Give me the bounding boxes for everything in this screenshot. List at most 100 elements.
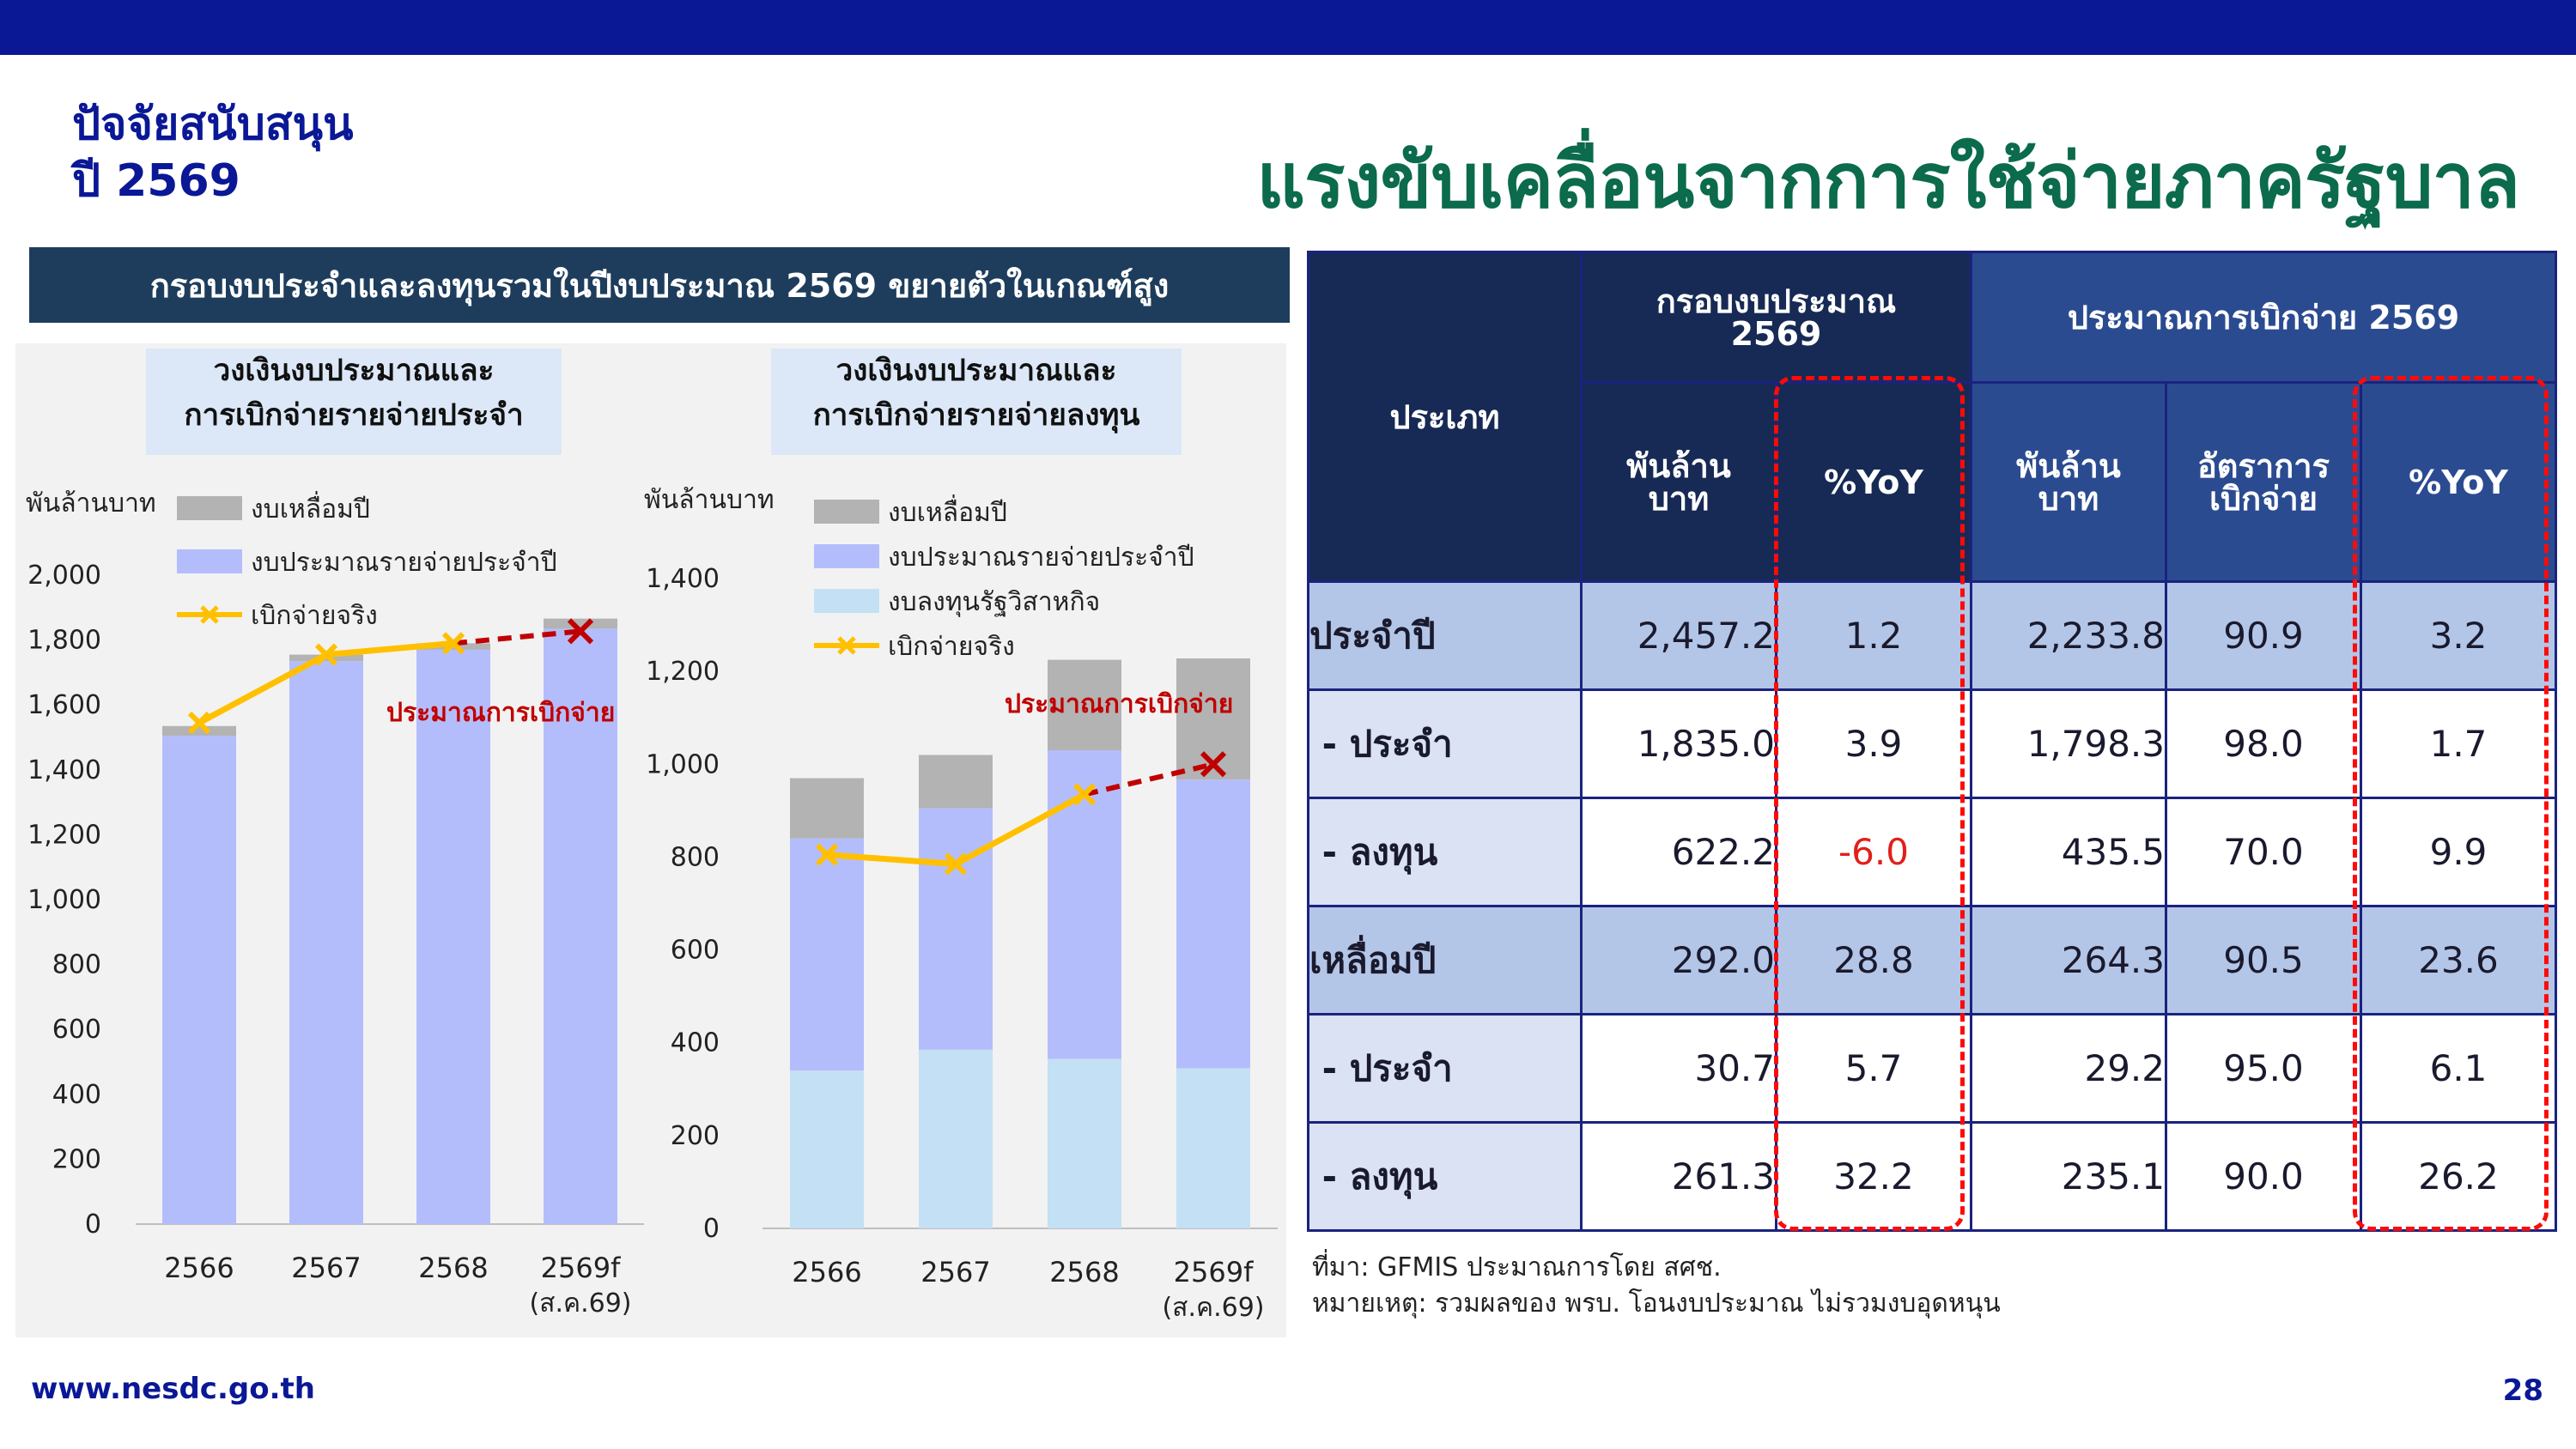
bar-current-budget [1176,779,1250,1069]
page-number: 28 [2502,1373,2543,1408]
x-tick-sublabel: (ส.ค.69) [1162,1293,1264,1323]
source-note: ที่มา: GFMIS ประมาณการโดย สศช. [1312,1252,1722,1282]
estimated-disbursement-marker [567,618,594,645]
header-disburse-yoy: %YoY [2360,381,2557,583]
headline-banner: กรอบงบประจำและลงทุนรวมในปีงบประมาณ 2569 … [29,247,1290,323]
actual-disbursement-marker [815,843,839,866]
budget-value: 2,457.2 [1580,580,1777,691]
y-tick-label: 1,000 [646,749,720,779]
legend-swatch [814,589,879,613]
y-tick-label: 600 [52,1015,101,1045]
disburse-yoy-value: 3.2 [2360,580,2557,691]
bar-current-budget [790,838,864,1071]
y-tick-label: 1,200 [646,657,720,687]
disburse-yoy-value: 6.1 [2360,1013,2557,1124]
bar-leftover [544,618,617,629]
disburse-yoy-value: 26.2 [2360,1121,2557,1232]
disburse-value: 1,798.3 [1970,688,2167,799]
row-label: - ลงทุน [1307,1121,1583,1232]
y-tick-label: 200 [671,1121,720,1151]
row-label: - ลงทุน [1307,797,1583,907]
budget-value: 261.3 [1580,1121,1777,1232]
disburse-value: 264.3 [1970,905,2167,1016]
disburse-yoy-value: 9.9 [2360,797,2557,907]
budget-table-wrap: ประเภท กรอบงบประมาณ 2569 ประมาณการเบิกจ่… [1307,251,2557,1232]
x-tick-label: 2567 [920,1256,990,1288]
x-tick-label: 2566 [792,1256,861,1288]
header-category: ประเภท [1307,251,1583,583]
x-tick-label: 2566 [164,1252,234,1284]
bar-soe-investment [1048,1058,1121,1228]
y-tick-label: 0 [703,1214,720,1244]
budget-yoy-value-negative: -6.0 [1775,797,1972,907]
budget-value: 292.0 [1580,905,1777,1016]
y-tick-label: 1,000 [27,885,101,915]
y-tick-label: 1,200 [27,820,101,850]
header-disburse-rate: อัตราการ เบิกจ่าย [2165,381,2362,583]
disburse-value: 435.5 [1970,797,2167,907]
table-row: - ลงทุน 261.3 32.2 235.1 90.0 26.2 [1307,1121,2557,1232]
bar-soe-investment [919,1049,993,1228]
disburse-yoy-value: 23.6 [2360,905,2557,1016]
bar-leftover [1176,658,1250,780]
table-row: - ประจำ 1,835.0 3.9 1,798.3 98.0 1.7 [1307,688,2557,799]
header-disburse-billion: พันล้าน บาท [1970,381,2167,583]
legend-swatch-marker [200,605,219,624]
legend-swatch [177,549,242,573]
section-subtitle: ปัจจัยสนับสนุน ปี 2569 [72,96,354,209]
bar-current-budget [919,808,993,1050]
footnotes: ที่มา: GFMIS ประมาณการโดย สศช. หมายเหตุ:… [1312,1250,2001,1322]
row-label: ประจำปี [1307,580,1583,691]
charts-canvas: พันล้านบาท 0 200 400 600 800 1,000 1,200 1,400 1,… [26,485,1278,1323]
legend-swatch-marker [837,636,856,655]
bar-current-budget [416,649,490,1224]
budget-value: 30.7 [1580,1013,1777,1124]
legend-swatch [177,496,242,520]
y-tick-label: 200 [52,1144,101,1174]
table-row: ประจำปี 2,457.2 1.2 2,233.8 90.9 3.2 [1307,580,2557,691]
disburse-value: 2,233.8 [1970,580,2167,691]
header-budget-billion: พันล้าน บาท [1580,381,1777,583]
x-tick-sublabel: (ส.ค.69) [529,1288,631,1319]
y-axis-label: พันล้านบาท [644,485,775,515]
y-tick-label: 800 [671,842,720,872]
table-row: - ประจำ 30.7 5.7 29.2 95.0 6.1 [1307,1013,2557,1124]
bar-leftover [1048,659,1121,751]
bar-soe-investment [1176,1068,1250,1228]
website-link[interactable]: www.nesdc.go.th [31,1372,315,1406]
row-label: - ประจำ [1307,1013,1583,1124]
y-tick-label: 1,400 [27,755,101,785]
legend-swatch [814,544,879,568]
chart-title-current: วงเงินงบประมาณและ การเบิกจ่ายรายจ่ายประจ… [146,349,562,455]
budget-value: 1,835.0 [1580,688,1777,799]
table-row: - ลงทุน 622.2 -6.0 435.5 70.0 9.9 [1307,797,2557,907]
row-label: - ประจำ [1307,688,1583,799]
y-axis-label: พันล้านบาท [26,488,156,518]
bar-soe-investment [790,1070,864,1228]
table-row: เหลื่อมปี 292.0 28.8 264.3 90.5 23.6 [1307,905,2557,1016]
disburse-rate-value: 98.0 [2165,688,2362,799]
subtitle-line-2: ปี 2569 [72,155,240,207]
bar-current-budget [1048,750,1121,1059]
highlight-box-budget-yoy [1774,376,1965,1231]
bar-current-budget [162,736,236,1224]
disburse-rate-value: 90.5 [2165,905,2362,1016]
estimate-annotation: ประมาณการเบิกจ่าย [386,698,615,728]
disburse-rate-value: 70.0 [2165,797,2362,907]
disburse-rate-value: 90.9 [2165,580,2362,691]
estimated-disbursement-marker [1200,751,1227,778]
subtitle-line-1: ปัจจัยสนับสนุน [72,99,354,150]
disburse-rate-value: 95.0 [2165,1013,2362,1124]
x-tick-label: 2568 [1049,1256,1119,1288]
legend-label: งบประมาณรายจ่ายประจำปี [251,548,557,578]
x-tick-label: 2569f [1174,1256,1254,1288]
disburse-value: 235.1 [1970,1121,2167,1232]
bar-leftover [162,725,236,737]
legend-label: งบเหลื่อมปี [251,491,370,524]
chart-title-investment: วงเงินงบประมาณและ การเบิกจ่ายรายจ่ายลงทุ… [771,349,1182,455]
budget-yoy-value: 28.8 [1775,905,1972,1016]
actual-disbursement-marker [187,711,211,735]
bar-current-budget [289,661,363,1224]
y-tick-label: 800 [52,950,101,980]
legend-label: เบิกจ่ายจริง [888,632,1015,662]
